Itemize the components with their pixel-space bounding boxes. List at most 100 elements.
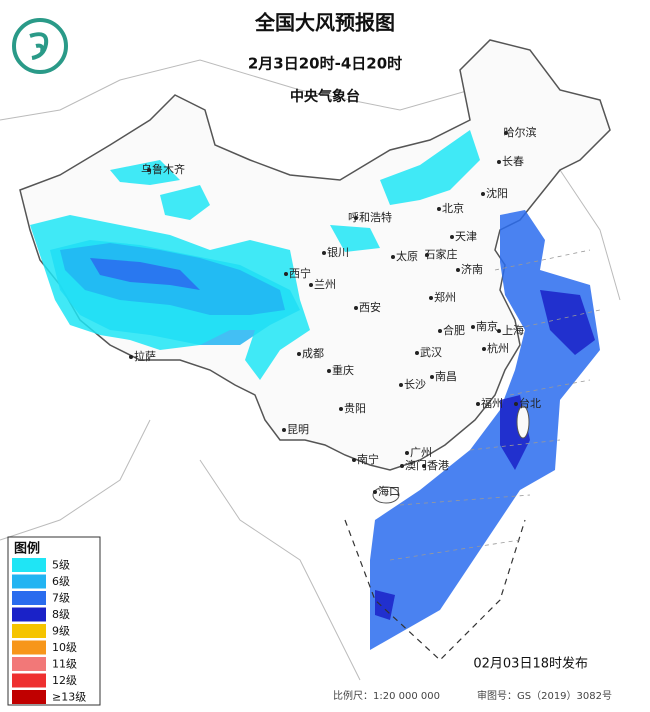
legend-swatch	[12, 574, 46, 589]
wind-zone	[160, 185, 210, 220]
review-number: 审图号：GS（2019）3082号	[477, 689, 612, 702]
city-label: 天津	[455, 230, 477, 243]
wind-zone	[90, 258, 200, 290]
city-dot	[482, 347, 486, 351]
hainan	[372, 486, 400, 504]
city-label: 西宁	[289, 266, 311, 280]
city-dot	[481, 192, 485, 196]
legend-swatch	[12, 657, 46, 671]
city-label: 香港	[427, 459, 449, 472]
city-dot	[456, 268, 460, 272]
city-dot	[147, 168, 151, 172]
sea-divisions	[389, 249, 601, 561]
city-dot	[438, 329, 442, 333]
legend-label: 11级	[52, 658, 77, 671]
city-label: 南昌	[435, 370, 457, 383]
city-dot	[391, 255, 395, 259]
city-dot	[297, 352, 301, 356]
city-label: 长沙	[404, 378, 426, 391]
city-dot	[400, 464, 404, 468]
city-label: 海口	[378, 484, 400, 498]
wind-zone	[380, 130, 480, 205]
city-label: 拉萨	[134, 349, 156, 363]
wind-zone	[370, 210, 600, 650]
dash-line	[344, 519, 526, 661]
legend-swatch	[12, 624, 46, 638]
city-label: 沈阳	[486, 186, 508, 200]
city-dot	[429, 296, 433, 300]
legend-title: 图例	[14, 541, 40, 557]
neighbor-border	[0, 59, 621, 681]
city-dot	[129, 355, 133, 359]
city-dot	[425, 253, 429, 257]
city-dot	[322, 251, 326, 255]
city-label: 澳门	[405, 458, 427, 472]
city-label: 杭州	[487, 341, 509, 355]
city-label: 石家庄	[425, 247, 458, 261]
legend-swatch	[12, 558, 46, 572]
city-label: 重庆	[332, 363, 354, 377]
city-dot	[497, 160, 501, 164]
agency: 中央气象台	[290, 88, 360, 105]
city-dot	[437, 207, 441, 211]
city-dot	[476, 402, 480, 406]
legend-label: 12级	[52, 674, 77, 687]
city-dot	[471, 325, 475, 329]
city-label: 太原	[396, 250, 418, 263]
city-label: 成都	[302, 347, 324, 360]
logo-swirl	[29, 32, 49, 60]
legend-label: 9级	[52, 625, 70, 638]
title: 全国大风预报图	[254, 11, 395, 35]
wind-zone	[110, 160, 180, 185]
neighbors	[0, 59, 621, 681]
legend-swatch	[12, 640, 46, 655]
legend-label: 7级	[52, 592, 70, 605]
city-dot	[399, 383, 403, 387]
city-label: 武汉	[420, 346, 442, 359]
city-label: 西安	[359, 300, 381, 314]
city-label: 济南	[461, 262, 483, 276]
subtitle: 2月3日20时-4日20时	[248, 55, 402, 73]
city-label: 广州	[410, 446, 432, 459]
logo	[12, 18, 68, 74]
city-dot	[497, 329, 501, 333]
legend-label: 10级	[52, 641, 77, 654]
city-label: 呼和浩特	[348, 210, 392, 224]
taiwan	[516, 405, 530, 439]
city-label: 长春	[502, 155, 524, 168]
city-label: 贵阳	[344, 402, 366, 415]
wind-zone	[375, 590, 395, 620]
city-dot	[422, 464, 426, 468]
legend-label: ≥13级	[52, 691, 86, 704]
city-dot	[450, 235, 454, 239]
city-label: 南京	[476, 319, 498, 333]
scale: 比例尺：1:20 000 000	[333, 689, 440, 702]
city-dot	[352, 458, 356, 462]
city-label: 合肥	[443, 323, 465, 337]
wind-zone	[540, 290, 595, 355]
legend-swatch	[12, 690, 46, 704]
city-dot	[309, 283, 313, 287]
legend-swatch	[12, 673, 46, 688]
wind-zone	[330, 225, 380, 252]
city-dot	[282, 428, 286, 432]
city-dot	[373, 490, 377, 494]
city-label: 郑州	[434, 290, 456, 304]
city-dot	[514, 402, 518, 406]
legend-label: 6级	[52, 575, 70, 588]
city-dot	[354, 216, 358, 220]
legend-swatch	[12, 591, 46, 605]
city-label: 北京	[442, 201, 464, 215]
nine-dash-line	[344, 519, 526, 661]
city-label: 南宁	[357, 452, 379, 466]
city-dot	[430, 375, 434, 379]
city-dot	[405, 451, 409, 455]
legend-label: 8级	[52, 608, 70, 621]
city-dot	[415, 351, 419, 355]
sea-division-line	[389, 249, 601, 561]
city-label: 台北	[519, 396, 541, 410]
city-label: 乌鲁木齐	[141, 162, 185, 176]
city-dot	[339, 407, 343, 411]
city-label: 上海	[502, 323, 524, 337]
